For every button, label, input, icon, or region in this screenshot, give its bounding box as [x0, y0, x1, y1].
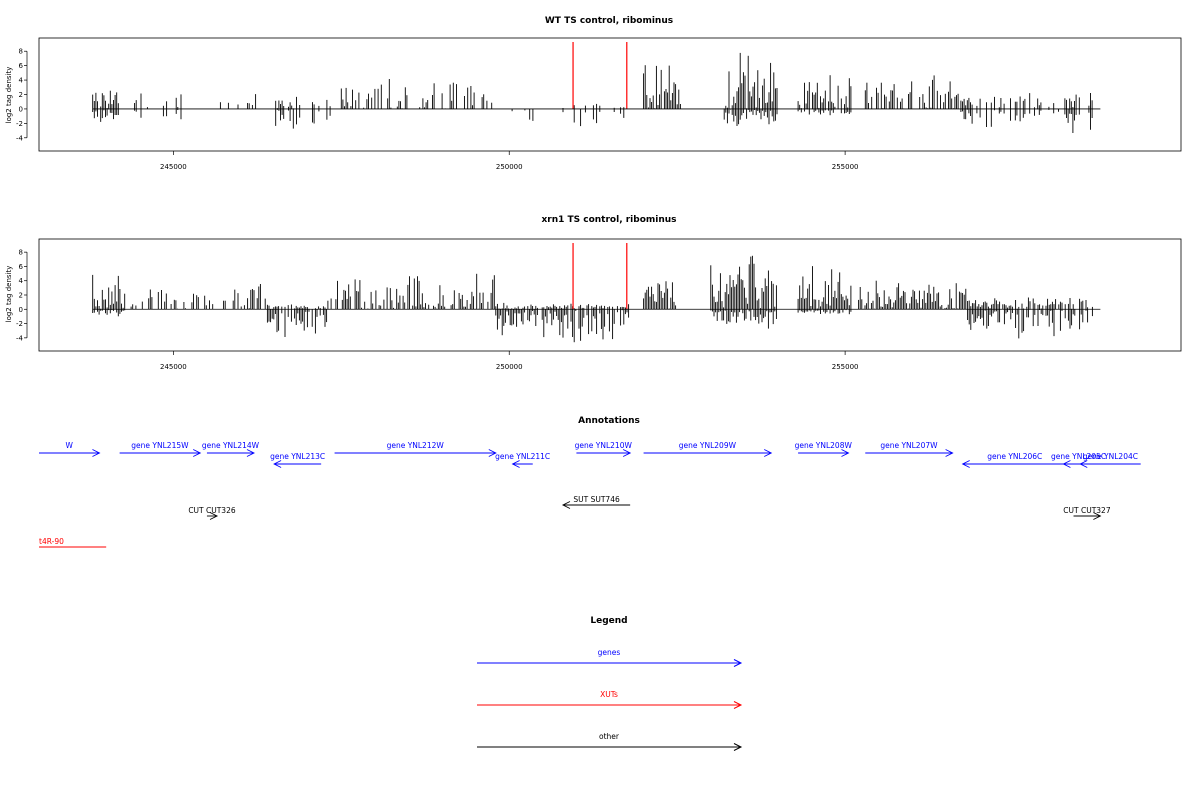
- gene-label: gene YNL210W: [575, 441, 633, 450]
- x-tick-label: 255000: [832, 163, 859, 171]
- other-feature-arrowhead: [561, 501, 571, 509]
- bar-series: [92, 52, 1093, 133]
- other-feature-arrowhead: [1093, 512, 1102, 520]
- y-tick-label: 6: [19, 62, 24, 70]
- gene-arrowhead: [945, 449, 954, 457]
- marker-lines: [572, 42, 628, 109]
- y-tick-label: 4: [19, 77, 24, 85]
- gene-arrowhead: [841, 449, 850, 457]
- legend-items: genes XUTs other: [477, 648, 743, 751]
- panel-title: xrn1 TS control, ribominus: [541, 215, 676, 225]
- gene-label: gene YNL215W: [131, 441, 189, 450]
- gene-label: gene YNL214W: [202, 441, 260, 450]
- legend-label: genes: [598, 648, 621, 657]
- gene-arrowhead: [1079, 460, 1088, 468]
- y-tick-label: 4: [19, 277, 24, 285]
- xut-label: t4R-90: [39, 537, 64, 546]
- panel-title: WT TS control, ribominus: [545, 16, 673, 26]
- plot-frame: [38, 37, 1182, 152]
- marker-lines: [572, 243, 628, 310]
- gene-label: gene YNL206C: [987, 452, 1042, 461]
- x-tick-label: 255000: [832, 363, 859, 371]
- gene-label: gene YNL211C: [495, 452, 550, 461]
- gene-arrowhead: [273, 460, 282, 468]
- gene-arrowhead: [1062, 460, 1071, 468]
- y-tick-label: 6: [19, 263, 24, 271]
- gene-arrowhead: [622, 449, 632, 457]
- y-tick-label: -4: [16, 134, 24, 142]
- x-axis: 245000 250000 255000: [160, 351, 858, 371]
- y-axis-label: log2 tag density: [5, 266, 13, 323]
- y-axis: -4 -2 0 2 4 6 8: [16, 249, 28, 342]
- gene-label: gene YNL212W: [387, 441, 445, 450]
- annotations-title: Annotations: [578, 416, 640, 426]
- gene-arrowhead: [961, 460, 970, 468]
- y-tick-label: 2: [19, 292, 23, 300]
- x-tick-label: 250000: [496, 363, 523, 371]
- legend-label: XUTs: [600, 690, 618, 699]
- other-feature-label: SUT SUT746: [573, 495, 620, 504]
- legend-arrowhead: [733, 659, 743, 667]
- gene-label: gene YNL213C: [270, 452, 325, 461]
- plot-frame: [38, 238, 1182, 352]
- gene-arrowhead: [92, 449, 101, 457]
- x-tick-label: 245000: [160, 163, 187, 171]
- y-tick-label: 0: [19, 306, 23, 314]
- gene-arrowhead: [511, 460, 520, 468]
- gene-label: W: [66, 441, 74, 450]
- bar-series: [92, 255, 1093, 343]
- gene-label: gene YNL205C: [1051, 452, 1106, 461]
- y-tick-label: -4: [16, 334, 24, 342]
- y-axis: -4 -2 0 2 4 6 8: [16, 48, 28, 142]
- x-axis: 245000 250000 255000: [160, 151, 858, 171]
- legend-label: other: [599, 732, 620, 741]
- y-tick-label: 8: [19, 249, 23, 257]
- other-feature-label: CUT CUT327: [1063, 506, 1111, 515]
- y-tick-label: -2: [16, 320, 23, 328]
- y-tick-label: -2: [16, 120, 23, 128]
- x-tick-label: 250000: [496, 163, 523, 171]
- legend-title: Legend: [590, 616, 627, 626]
- xrn1-density-panel: xrn1 TS control, ribominus log2 tag dens…: [5, 215, 1182, 371]
- wt-density-panel: WT TS control, ribominus log2 tag densit…: [5, 16, 1182, 171]
- gene-arrowhead: [193, 449, 202, 457]
- gene-arrowhead: [764, 449, 773, 457]
- x-tick-label: 245000: [160, 363, 187, 371]
- y-tick-label: 0: [19, 105, 23, 113]
- legend-arrowhead: [733, 743, 743, 751]
- other-feature-label: CUT CUT326: [188, 506, 236, 515]
- legend: Legend genes XUTs other: [477, 616, 743, 751]
- gene-arrowhead: [246, 449, 255, 457]
- y-axis-label: log2 tag density: [5, 67, 13, 124]
- other-feature-arrowhead: [209, 512, 219, 520]
- gene-label: gene YNL208W: [795, 441, 853, 450]
- y-tick-label: 2: [19, 91, 23, 99]
- legend-arrowhead: [733, 701, 743, 709]
- gene-label: gene YNL204C: [1083, 452, 1138, 461]
- gene-label: gene YNL207W: [880, 441, 938, 450]
- gene-label: gene YNL209W: [679, 441, 737, 450]
- gene-arrowhead: [488, 449, 497, 457]
- y-tick-label: 8: [19, 48, 23, 56]
